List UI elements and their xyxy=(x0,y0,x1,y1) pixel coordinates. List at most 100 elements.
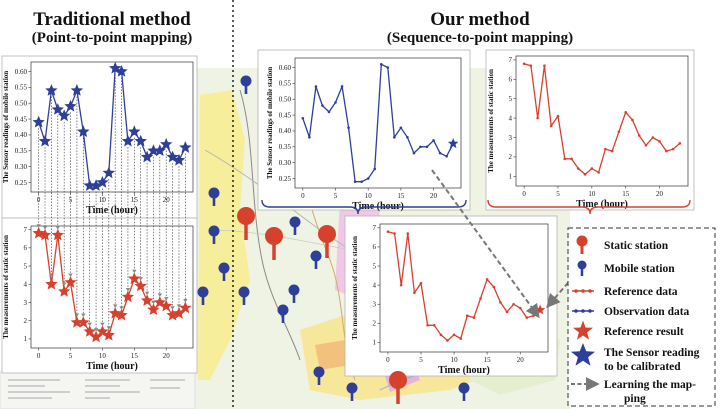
legend-item-reference-result: Reference result xyxy=(573,320,684,340)
data-point xyxy=(583,173,587,176)
mapping-arrowhead xyxy=(157,293,163,297)
data-point-star xyxy=(160,137,173,150)
data-point xyxy=(327,110,331,114)
mapping-arrowhead xyxy=(125,288,131,292)
plot-area xyxy=(515,55,689,187)
data-point xyxy=(466,314,469,318)
left-mobile-chart: 0.250.300.350.400.450.500.550.6005101520… xyxy=(1,55,198,219)
y-tick-label: 0.60 xyxy=(15,68,28,76)
data-point xyxy=(479,297,482,300)
mobile-station-pin-icon xyxy=(240,75,252,94)
data-point xyxy=(419,145,422,149)
y-tick-label: 1 xyxy=(24,335,28,343)
data-point xyxy=(399,283,403,287)
legend-item-observation-data: Observation data xyxy=(572,306,690,318)
mobile-station-pin-icon xyxy=(313,366,325,385)
x-tick-label: 0 xyxy=(522,190,526,198)
data-point xyxy=(492,285,496,289)
y-tick-label: 3 xyxy=(373,301,377,309)
plot-area xyxy=(30,225,194,349)
data-point xyxy=(563,157,567,161)
data-point xyxy=(485,278,489,281)
mapping-arrowhead xyxy=(74,313,80,318)
data-point-star xyxy=(32,115,45,128)
series-line xyxy=(523,63,681,176)
x-tick-label: 20 xyxy=(163,352,171,360)
data-point-star xyxy=(153,144,166,156)
legend-label-learning-mapping-line2: ping xyxy=(624,393,646,405)
data-point xyxy=(671,147,675,151)
data-point-star xyxy=(160,299,173,312)
data-point xyxy=(360,180,363,183)
data-point xyxy=(438,151,442,155)
right-mobile-chart: 0.25 0.30 0.35 0.40 0.45 0.50 0.55 0.60 0 5 10 15 20… xyxy=(257,49,471,212)
chart-frame xyxy=(1,217,198,374)
left-static-chart: 1 2 3 4 5 6 7 0 5 10 15 20 Time (hour) The measuremen… xyxy=(1,217,198,374)
legend-item-static-station: Static station xyxy=(576,235,669,254)
y-tick-label: 0.55 xyxy=(15,84,28,92)
legend-label-reference-data: Reference data xyxy=(604,286,678,298)
data-point xyxy=(665,149,668,153)
x-tick-label: 5 xyxy=(334,192,338,200)
data-point xyxy=(631,118,634,122)
mobile-station-pin-icon xyxy=(208,187,220,206)
y-tick-label: 6 xyxy=(373,243,377,251)
mapping-arrowhead xyxy=(61,282,67,287)
data-point xyxy=(426,323,429,327)
data-point-star xyxy=(134,279,147,292)
legend-item-learning-mapping: Learning the map- ping xyxy=(571,377,696,405)
right-static-chart-top: 1 2 3 4 5 6 7 0 5 10 15 20 Time (hour) The measuremen… xyxy=(485,49,695,211)
data-point-star xyxy=(179,141,192,153)
data-point-star xyxy=(115,308,128,321)
data-point-star xyxy=(172,153,186,166)
x-tick-label: 0 xyxy=(301,192,305,200)
mapping-arrowhead xyxy=(55,226,60,230)
y-tick-label: 5 xyxy=(24,262,28,270)
y-tick-label: 4 xyxy=(24,281,28,289)
right-title: Our method xyxy=(430,9,530,30)
y-tick-label: 0.45 xyxy=(279,111,292,119)
y-tick-label: 6 xyxy=(509,76,513,84)
map-station-markers xyxy=(197,75,470,404)
data-point-star xyxy=(140,294,154,306)
y-tick-label: 4 xyxy=(373,281,377,289)
data-point-star xyxy=(128,125,141,137)
data-point-star xyxy=(77,316,90,328)
data-point xyxy=(432,139,435,142)
x-tick-label: 10 xyxy=(99,352,107,360)
x-tick-label: 5 xyxy=(419,356,423,364)
mapping-arrowhead xyxy=(42,226,48,230)
data-point xyxy=(590,167,594,170)
x-axis-label: Time (hour) xyxy=(576,199,628,210)
data-point xyxy=(301,116,305,120)
mapping-arrowhead xyxy=(100,322,105,327)
y-tick-label: 0.25 xyxy=(279,175,292,183)
chart-frame xyxy=(257,49,471,211)
y-tick-label: 0.45 xyxy=(15,115,28,123)
static-pin-icon xyxy=(576,235,588,254)
y-tick-label: 2 xyxy=(509,153,513,161)
data-point-star xyxy=(96,176,109,188)
left-title: Traditional method xyxy=(33,9,191,30)
x-tick-label: 15 xyxy=(397,192,405,200)
x-tick-label: 10 xyxy=(365,192,373,200)
data-point-star xyxy=(134,134,147,147)
legend-item-reference-data: Reference data xyxy=(572,286,678,298)
data-point-star xyxy=(45,84,58,96)
y-tick-label: 1 xyxy=(373,339,377,347)
mapping-arrowhead xyxy=(36,224,41,228)
y-tick-label: 2 xyxy=(373,320,377,328)
y-axis-label: The measurements of static station xyxy=(351,236,359,340)
x-tick-label: 20 xyxy=(430,192,438,200)
x-tick-label: 0 xyxy=(37,352,41,360)
data-point xyxy=(532,314,535,318)
data-point xyxy=(556,114,560,118)
mapping-arrowhead xyxy=(132,269,137,274)
mapping-arrowhead xyxy=(144,291,150,296)
data-point-star xyxy=(115,65,128,77)
right-static-chart-bottom: 1 2 3 4 5 6 7 0 5 10 15 20 Time (hour) The measuremen… xyxy=(344,215,558,377)
point-mapping-lines xyxy=(36,74,188,332)
legend-item-mobile-station: Mobile station xyxy=(577,260,675,276)
data-point-star xyxy=(38,228,52,241)
